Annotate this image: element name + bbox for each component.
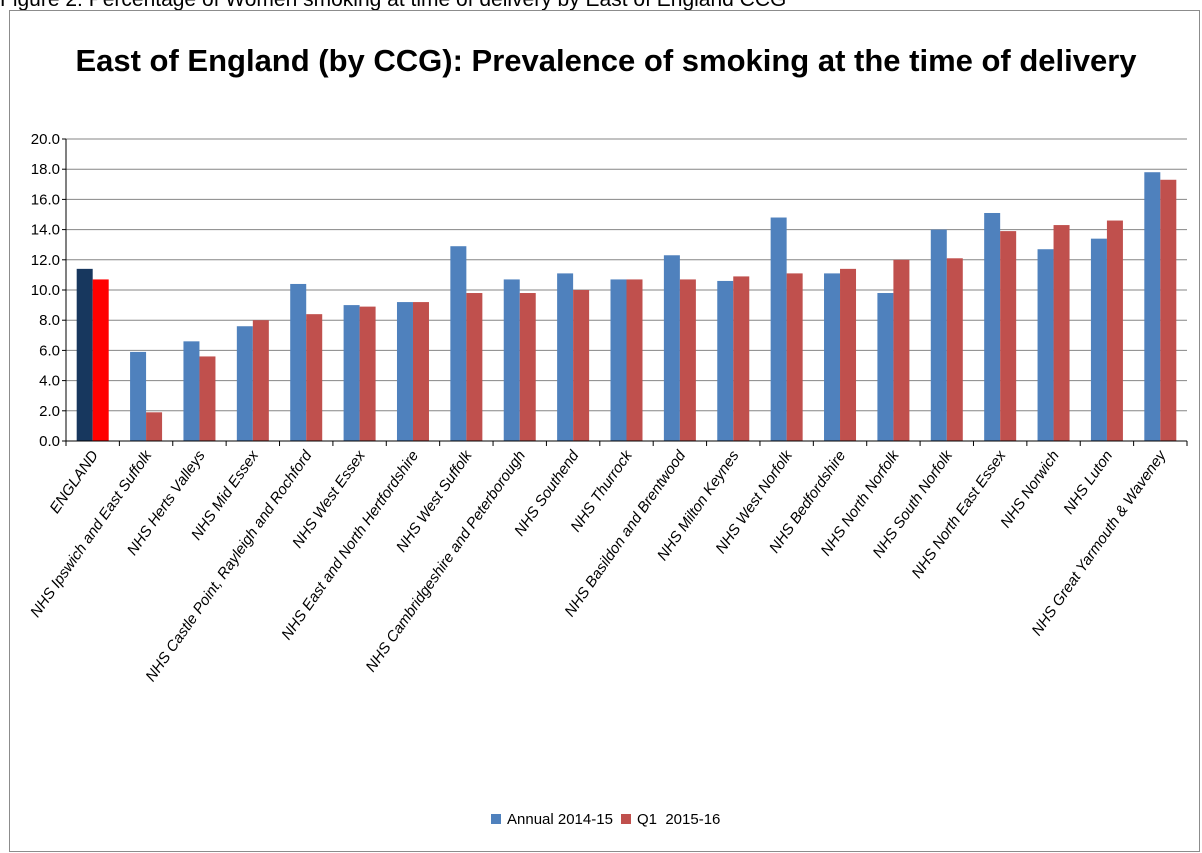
bar-q1-8 — [519, 293, 536, 441]
bar-annual-13 — [770, 217, 787, 441]
bar-q1-12 — [733, 276, 750, 441]
bar-annual-12 — [717, 280, 734, 441]
y-tick-label: 12.0 — [31, 252, 60, 269]
y-tick-label: 8.0 — [39, 312, 60, 329]
bar-annual-1 — [130, 351, 147, 441]
bar-annual-0 — [76, 268, 93, 441]
x-category-label: NHS North East Essex — [908, 447, 1009, 581]
bar-annual-8 — [503, 279, 520, 441]
bar-q1-16 — [946, 258, 963, 441]
bar-q1-1 — [146, 412, 163, 441]
bar-annual-19 — [1090, 238, 1107, 441]
bar-q1-20 — [1160, 179, 1177, 441]
bar-annual-11 — [663, 255, 680, 441]
bar-annual-3 — [236, 326, 253, 441]
y-tick-label: 10.0 — [31, 282, 60, 299]
x-category-label: ENGLAND — [46, 447, 102, 516]
bar-chart: East of England (by CCG): Prevalence of … — [27, 43, 1188, 828]
bar-q1-13 — [786, 273, 803, 441]
y-tick-label: 20.0 — [31, 131, 60, 148]
bar-q1-0 — [92, 279, 109, 441]
y-tick-label: 0.0 — [39, 433, 60, 450]
bar-annual-4 — [290, 283, 307, 441]
y-tick-label: 6.0 — [39, 342, 60, 359]
legend-swatch-q1 — [621, 814, 631, 824]
bar-q1-11 — [679, 279, 696, 441]
bar-annual-10 — [610, 279, 627, 441]
bar-q1-2 — [199, 356, 216, 441]
y-tick-label: 14.0 — [31, 222, 60, 239]
chart-title: East of England (by CCG): Prevalence of … — [75, 43, 1137, 78]
bar-q1-7 — [466, 293, 483, 441]
bar-q1-4 — [306, 314, 323, 441]
bar-annual-18 — [1037, 249, 1054, 441]
figure-caption: Figure 2: Percentage of Women smoking at… — [0, 0, 786, 12]
legend: Annual 2014-15 Q1 2015-16 — [491, 811, 720, 828]
bar-annual-15 — [877, 293, 894, 441]
y-tick-label: 4.0 — [39, 373, 60, 390]
bar-annual-2 — [183, 341, 200, 441]
bar-annual-7 — [450, 246, 467, 441]
bar-q1-9 — [573, 290, 590, 441]
legend-swatch-annual — [491, 814, 501, 824]
x-category-label: NHS Luton — [1060, 448, 1116, 518]
bar-annual-20 — [1144, 172, 1161, 441]
bar-q1-17 — [1000, 231, 1017, 441]
bar-q1-6 — [412, 302, 429, 441]
bar-annual-9 — [557, 273, 574, 441]
bar-annual-5 — [343, 305, 360, 441]
bar-q1-15 — [893, 259, 910, 441]
bar-q1-10 — [626, 279, 643, 441]
y-tick-label: 18.0 — [31, 161, 60, 178]
legend-label-q1: Q1 2015-16 — [637, 811, 720, 828]
bar-annual-16 — [930, 229, 947, 441]
bars — [76, 172, 1177, 441]
bar-q1-14 — [840, 268, 857, 441]
chart-frame: East of England (by CCG): Prevalence of … — [9, 10, 1200, 852]
bar-q1-18 — [1053, 225, 1070, 441]
y-tick-label: 2.0 — [39, 403, 60, 420]
y-tick-label: 16.0 — [31, 191, 60, 208]
bar-annual-6 — [396, 302, 413, 441]
y-axis-ticks: 0.0 2.0 4.0 6.0 8.0 10.0 12.0 14.0 16.0 18.0 20.0 — [31, 131, 66, 450]
bar-q1-3 — [252, 320, 269, 441]
bar-annual-17 — [984, 212, 1001, 441]
legend-label-annual: Annual 2014-15 — [507, 811, 613, 828]
bar-q1-19 — [1106, 220, 1123, 441]
bar-annual-14 — [824, 273, 841, 441]
bar-q1-5 — [359, 306, 376, 441]
